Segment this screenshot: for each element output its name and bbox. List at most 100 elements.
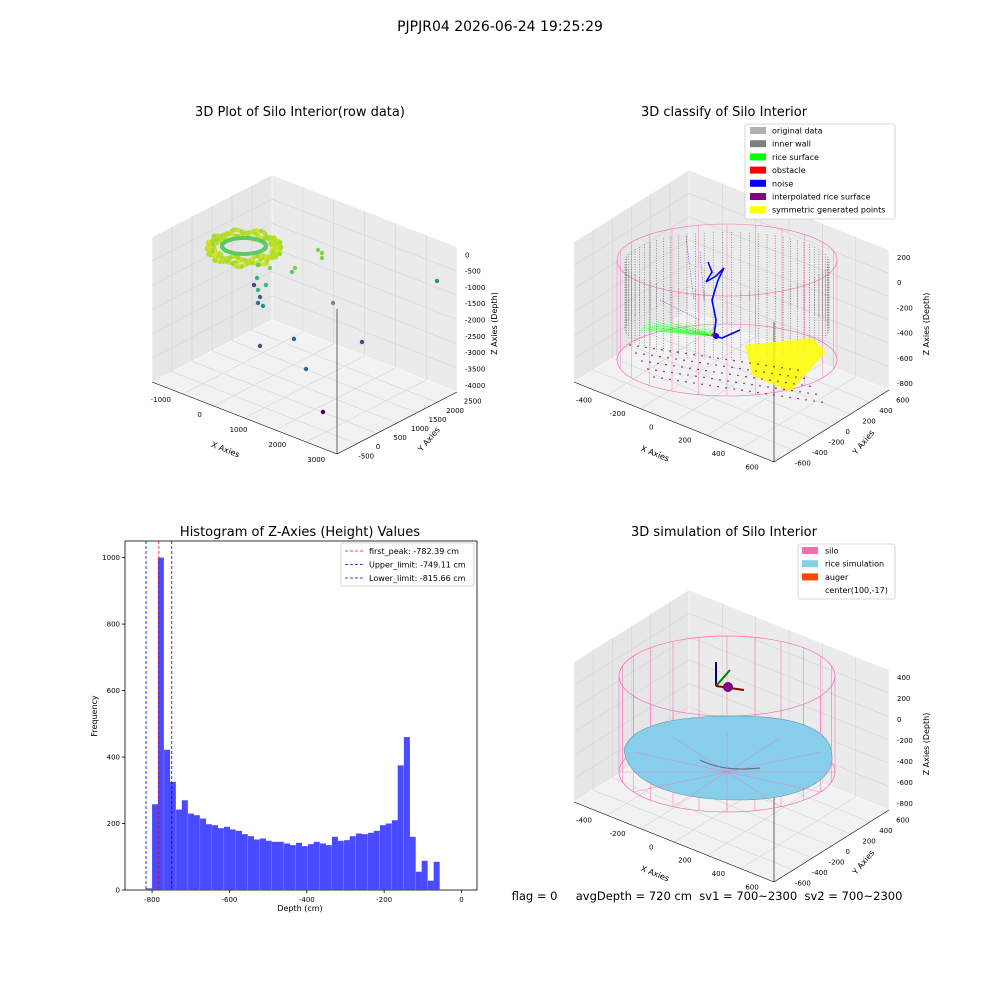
raw-point: [272, 242, 278, 247]
rice-surface-points: [705, 323, 713, 337]
interpolated-point: [643, 353, 645, 356]
y-axis-label: Y Axies: [850, 428, 876, 457]
interpolated-point: [809, 385, 811, 388]
interpolated-point: [689, 367, 691, 370]
z-tick-label: -500: [465, 268, 481, 276]
histogram-bar: [145, 888, 152, 890]
center-marker: [723, 682, 733, 692]
interpolated-point: [651, 354, 653, 357]
histogram-bar: [337, 840, 344, 890]
z-tick-label: -600: [897, 355, 913, 363]
raw-point: [230, 261, 235, 266]
raw-point: [257, 343, 263, 349]
interpolated-point: [725, 387, 727, 389]
histogram-bar: [421, 860, 428, 890]
axis-line: [573, 381, 775, 463]
histogram-bar: [385, 823, 392, 890]
histogram-bar: [403, 737, 410, 890]
y-tick-label: -200: [829, 859, 845, 867]
simulation-legend-label: silo: [825, 547, 839, 556]
interpolated-point: [799, 391, 801, 393]
classify-legend-label: symmetric generated points: [772, 206, 885, 215]
interpolated-point: [779, 373, 781, 376]
histogram-bar: [241, 834, 248, 890]
histogram-bar: [367, 832, 374, 890]
interpolated-point: [815, 393, 817, 396]
classify-legend-label: interpolated rice surface: [772, 193, 870, 202]
simulation-legend-box: [797, 543, 896, 600]
raw-point: [258, 253, 264, 258]
panel-raw-3d: 3D Plot of Silo Interior(row data) -1000…: [151, 105, 499, 464]
interpolated-point: [749, 390, 751, 393]
histogram-bar: [152, 804, 159, 890]
interpolated-point: [801, 384, 803, 386]
x-tick-label: -200: [610, 410, 626, 418]
raw-point: [211, 253, 217, 259]
interpolated-point: [649, 361, 651, 364]
histogram-y-tick-label: 1000: [102, 554, 120, 562]
histogram-legend-label: first_peak: -782.39 cm: [369, 547, 459, 556]
interpolated-point: [691, 360, 693, 363]
raw-point: [320, 409, 326, 415]
raw-point: [221, 259, 226, 264]
raw-title: 3D Plot of Silo Interior(row data): [195, 105, 405, 120]
y-tick-label: -400: [812, 869, 828, 877]
x-tick-label: 600: [745, 884, 758, 892]
histogram-bar: [415, 871, 422, 890]
rice-surface-points: [679, 329, 713, 337]
classify-legend-swatch: [750, 193, 766, 200]
interpolated-point: [767, 386, 769, 388]
interpolated-point: [751, 383, 753, 386]
z-axis-label: Z Axies (Depth): [922, 293, 931, 356]
x-tick-label: 0: [197, 411, 201, 419]
classify-legend-swatch: [750, 166, 766, 174]
raw-point: [277, 245, 282, 250]
x-tick-label: 200: [678, 857, 691, 865]
interpolated-point: [653, 376, 655, 378]
histogram-bar: [379, 825, 386, 890]
interpolated-point: [775, 387, 777, 390]
interpolated-point: [777, 380, 779, 383]
histogram-y-tick-label: 600: [107, 687, 120, 695]
histogram-x-tick-label: -600: [221, 896, 237, 904]
rice-surface-points: [649, 329, 713, 337]
interpolated-point: [753, 377, 755, 379]
histogram-bar: [307, 844, 314, 890]
interpolated-point: [733, 359, 735, 362]
interpolated-point: [729, 373, 731, 376]
interpolated-point: [677, 351, 679, 354]
simulation-title: 3D simulation of Silo Interior: [631, 525, 818, 540]
classify-legend-swatch: [750, 179, 766, 187]
interpolated-point: [701, 383, 703, 386]
interpolated-point: [661, 349, 663, 351]
raw-point: [319, 255, 325, 261]
simulation-legend-label: auger: [825, 573, 849, 582]
rice-surface-points: [675, 323, 713, 337]
classify-legend-label: rice surface: [772, 153, 819, 162]
z-tick-label: 200: [897, 254, 910, 262]
histogram-bar: [259, 838, 266, 890]
interpolated-point: [721, 372, 723, 374]
raw-point: [261, 262, 266, 267]
histogram-x-tick-label: -800: [144, 896, 160, 904]
simulation-legend: silo rice simulation auger center(100,-17): [797, 543, 896, 600]
z-tick-label: -800: [897, 800, 913, 808]
z-tick-label: 0: [897, 716, 901, 724]
interpolated-point: [687, 374, 689, 376]
raw-point: [254, 275, 260, 281]
rice-surface-points: [659, 329, 713, 337]
interpolated-point: [685, 381, 687, 383]
histogram-bar: [164, 749, 171, 890]
histogram-bar: [265, 840, 272, 890]
raw-point: [289, 269, 295, 275]
histogram-x-tick-label: -200: [376, 896, 392, 904]
interpolated-point: [789, 396, 791, 399]
interpolated-point: [659, 355, 661, 358]
interpolated-point: [707, 363, 709, 365]
interpolated-point: [765, 364, 767, 367]
histogram-y-tick-label: 400: [107, 754, 120, 762]
y-tick-label: -600: [795, 460, 811, 468]
histogram-bar: [193, 815, 200, 890]
